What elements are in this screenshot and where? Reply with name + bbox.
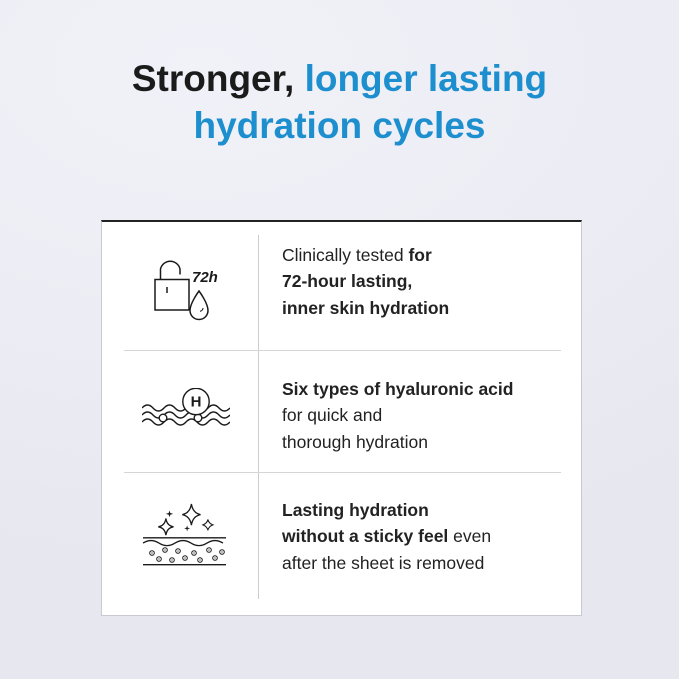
- svg-text:H: H: [191, 394, 202, 411]
- svg-text:72h: 72h: [192, 269, 218, 286]
